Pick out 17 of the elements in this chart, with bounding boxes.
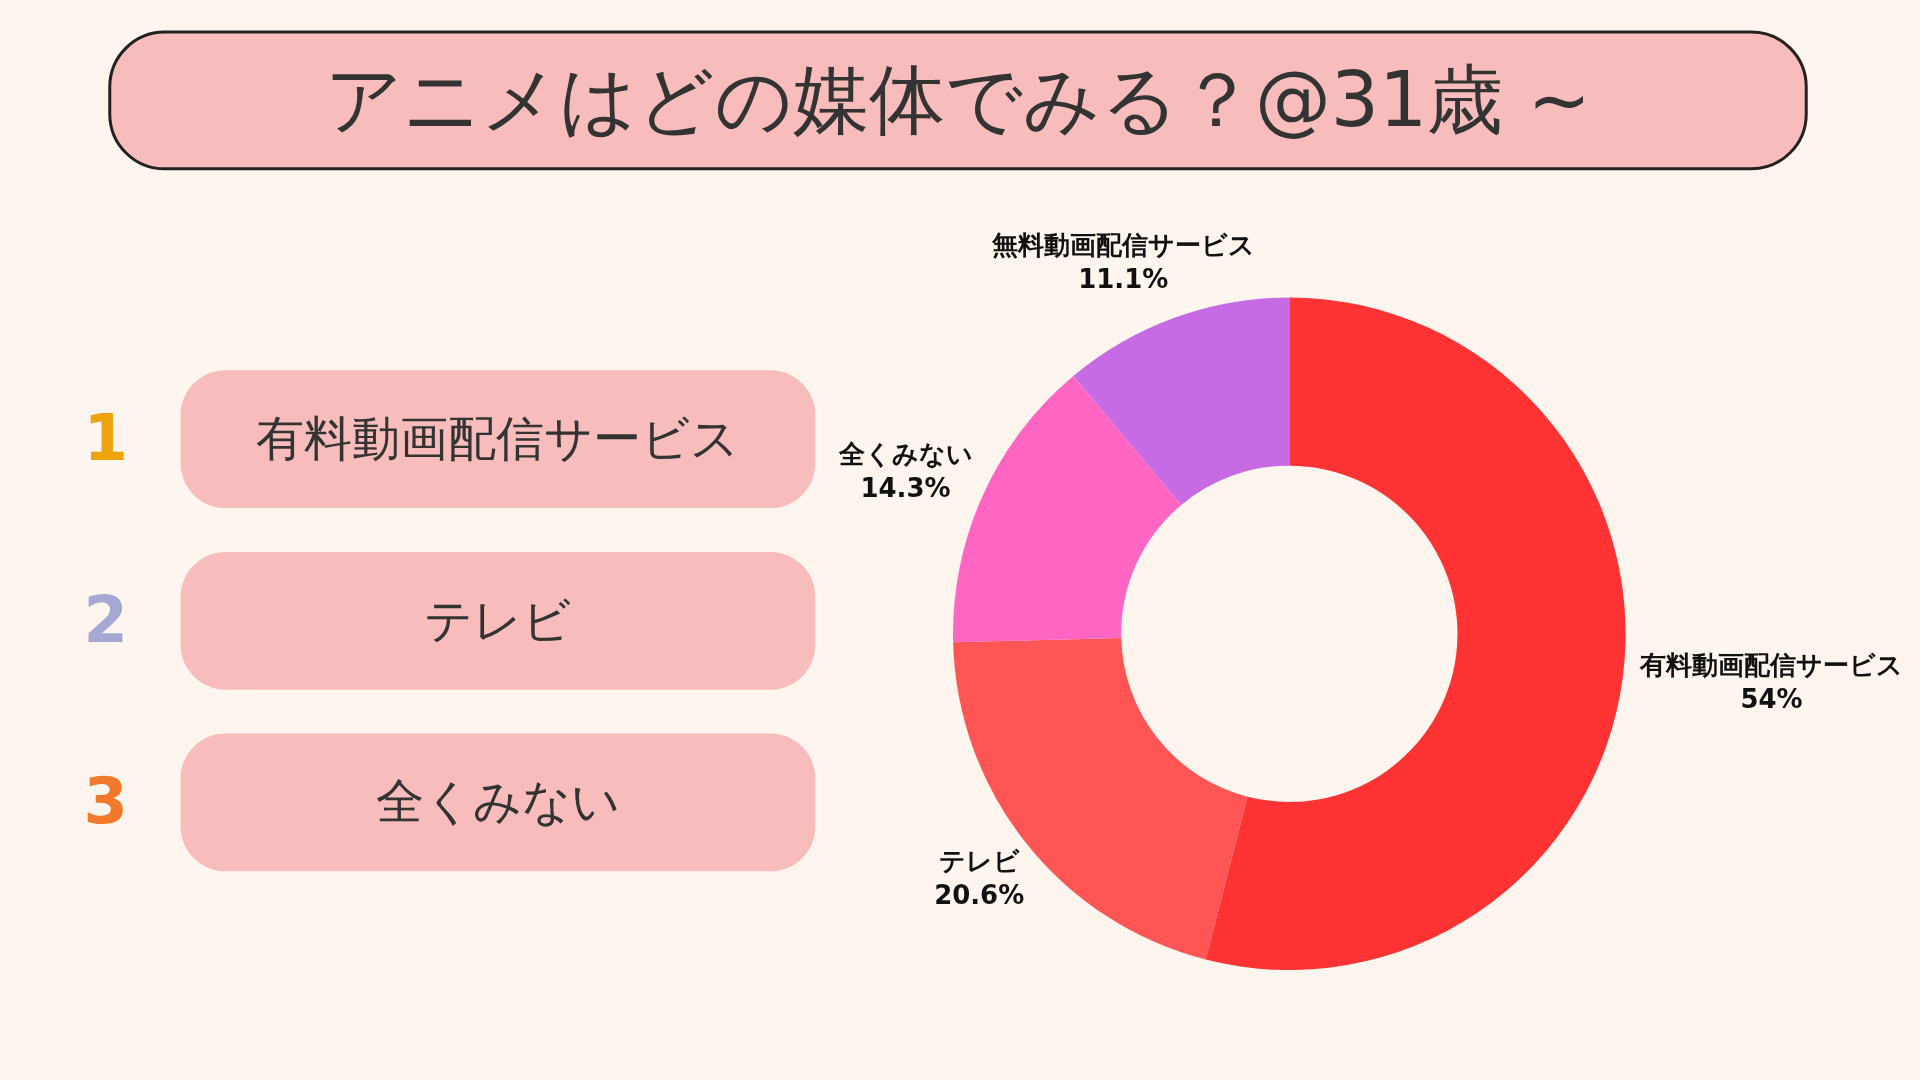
data-label: 54% xyxy=(1740,684,1803,715)
text: 2 xyxy=(83,582,128,657)
data-label: 11.1% xyxy=(1078,264,1169,295)
donut-slice xyxy=(1073,297,1290,505)
text: 3 xyxy=(83,764,128,839)
slice-label: 全くみない xyxy=(837,438,973,469)
data-label: 14.3% xyxy=(860,472,951,503)
text: 全くみない xyxy=(375,774,620,830)
chart-title: アニメはどの媒体でみる？@31歳 ~ xyxy=(325,55,1591,144)
text: テレビ xyxy=(424,592,572,648)
slice-label: テレビ xyxy=(938,846,1020,877)
text: 1 xyxy=(83,401,128,476)
data-label: 20.6% xyxy=(934,880,1025,911)
text: 有料動画配信サービス xyxy=(256,411,740,467)
donut-slice xyxy=(1205,297,1625,971)
slice-label: 無料動画配信サービス xyxy=(990,230,1255,261)
slice-label: 有料動画配信サービス xyxy=(1638,650,1903,681)
